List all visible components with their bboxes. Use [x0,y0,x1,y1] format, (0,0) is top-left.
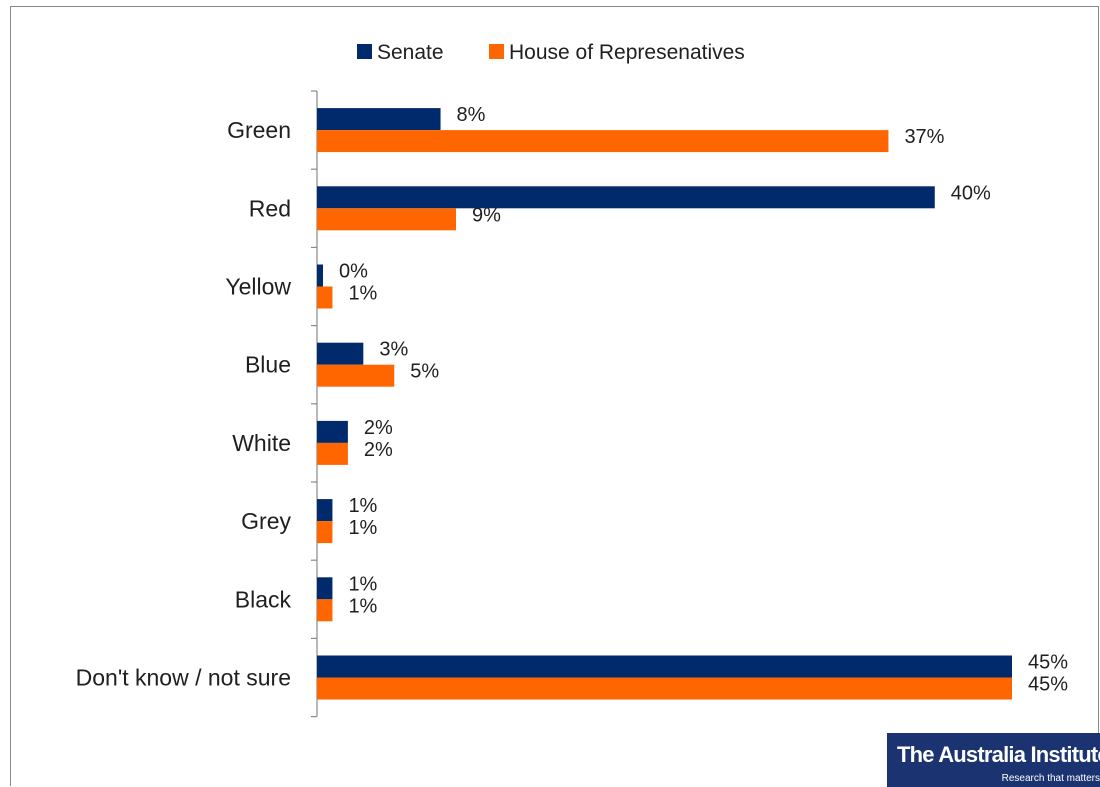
legend-label-0: Senate [377,41,444,64]
value-label: 0% [339,261,368,283]
bar-house [317,677,1012,700]
value-label: 45% [1028,652,1068,674]
bar-house [317,130,889,153]
category-label: Don't know / not sure [76,665,291,691]
bar-house [317,442,348,465]
bar-house [317,208,456,231]
value-label: 37% [904,126,944,148]
value-label: 2% [364,439,393,461]
logo-tagline: Research that matters [1001,773,1100,784]
bar-senate [317,420,348,443]
bars [317,108,1012,700]
value-label: 1% [348,283,377,305]
australia-institute-logo: The Australia Institute Research that ma… [887,733,1100,787]
legend-label-1: House of Represenatives [509,41,745,64]
category-label: Blue [245,352,291,378]
value-label: 5% [410,361,439,383]
value-label: 2% [364,417,393,439]
value-label: 40% [951,182,991,204]
bar-house [317,286,333,309]
bar-senate [317,342,364,365]
value-label: 1% [348,517,377,539]
category-label: Yellow [225,274,291,300]
bar-house [317,599,333,622]
value-label: 1% [348,595,377,617]
value-label: 3% [379,339,408,361]
legend-swatch-1 [489,44,504,59]
category-label: Black [235,586,292,612]
value-label: 1% [348,573,377,595]
legend-swatch-0 [357,44,372,59]
category-label: Grey [241,508,291,534]
bar-senate [317,108,441,131]
category-label: White [232,430,291,456]
legend: Senate House of Represenatives [357,41,745,64]
value-label: 8% [457,104,486,126]
bar-senate [317,499,333,522]
bar-house [317,364,395,387]
category-labels: Green Red Yellow Blue White Grey Black Don't kn… [76,117,292,690]
value-label: 1% [348,495,377,517]
value-label: 9% [472,204,501,226]
category-label: Green [227,117,291,143]
value-labels: 8%37%40%9%0%1%3%5%2%2%1%1%1%1%45%45% [339,104,1068,695]
value-label: 45% [1028,674,1068,696]
bar-house [317,521,333,544]
bar-senate [317,264,323,287]
logo-name: The Australia Institute [897,742,1100,767]
bar-senate [317,577,333,600]
chart-frame [10,6,1099,786]
category-axis [311,90,318,718]
bar-senate [317,186,935,209]
category-label: Red [249,195,291,221]
bar-senate [317,655,1012,678]
